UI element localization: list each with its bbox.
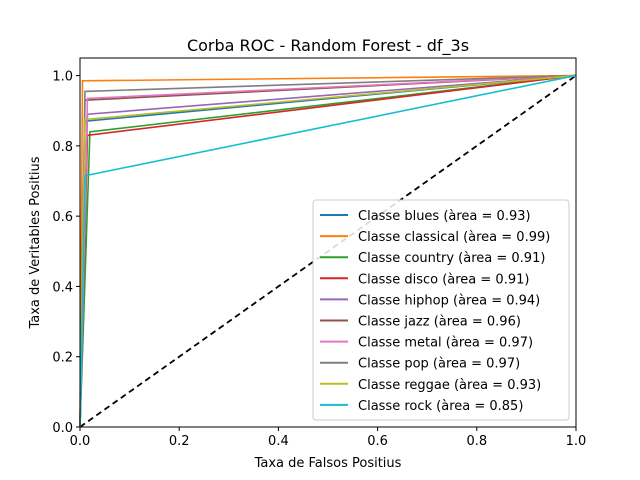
legend-box	[312, 199, 570, 421]
legend-label-3: Classe disco (àrea = 0.91)	[358, 272, 529, 287]
y-tick-label: 0.2	[52, 351, 73, 366]
y-tick-label: 0.4	[52, 280, 73, 295]
roc-line-series-1	[79, 74, 577, 428]
y-tick-label: 1.0	[52, 70, 73, 85]
legend-label-4: Classe hiphop (àrea = 0.94)	[358, 293, 540, 308]
plot-frame	[79, 57, 577, 428]
legend-label-5: Classe jazz (àrea = 0.96)	[358, 315, 521, 330]
y-axis-ticks: 0.0 0.2 0.4 0.6 0.8 1.0	[52, 70, 80, 436]
legend-label-8: Classe reggae (àrea = 0.93)	[358, 378, 541, 393]
legend-label-9: Classe rock (àrea = 0.85)	[358, 399, 523, 414]
legend-label-7: Classe pop (àrea = 0.97)	[358, 357, 520, 372]
legend-label-2: Classe country (àrea = 0.91)	[358, 251, 545, 266]
y-axis-label: Taxa de Veritables Positius	[28, 156, 43, 329]
legend-label-6: Classe metal (àrea = 0.97)	[358, 336, 533, 351]
x-axis-ticks: 0.0 0.2 0.4 0.6 0.8 1.0	[70, 427, 587, 449]
legend-items: Classe blues (àrea = 0.93) Classe classic…	[320, 209, 550, 414]
legend-label-1: Classe classical (àrea = 0.99)	[358, 230, 550, 245]
chart-title: Corba ROC - Random Forest - df_3s	[187, 36, 469, 56]
x-tick-label: 0.4	[268, 434, 289, 449]
roc-line-series-9	[79, 74, 577, 428]
y-tick-label: 0.0	[52, 421, 73, 436]
x-axis-label: Taxa de Falsos Positius	[254, 456, 402, 471]
x-tick-label: 0.0	[70, 434, 91, 449]
x-tick-label: 1.0	[566, 434, 587, 449]
series-layer	[79, 74, 577, 428]
legend: Classe blues (àrea = 0.93) Classe classic…	[312, 199, 570, 421]
y-tick-label: 0.8	[52, 140, 73, 155]
x-tick-label: 0.6	[367, 434, 388, 449]
x-tick-label: 0.8	[466, 434, 487, 449]
legend-label-0: Classe blues (àrea = 0.93)	[358, 209, 531, 224]
x-tick-label: 0.2	[169, 434, 190, 449]
y-tick-label: 0.6	[52, 210, 73, 225]
